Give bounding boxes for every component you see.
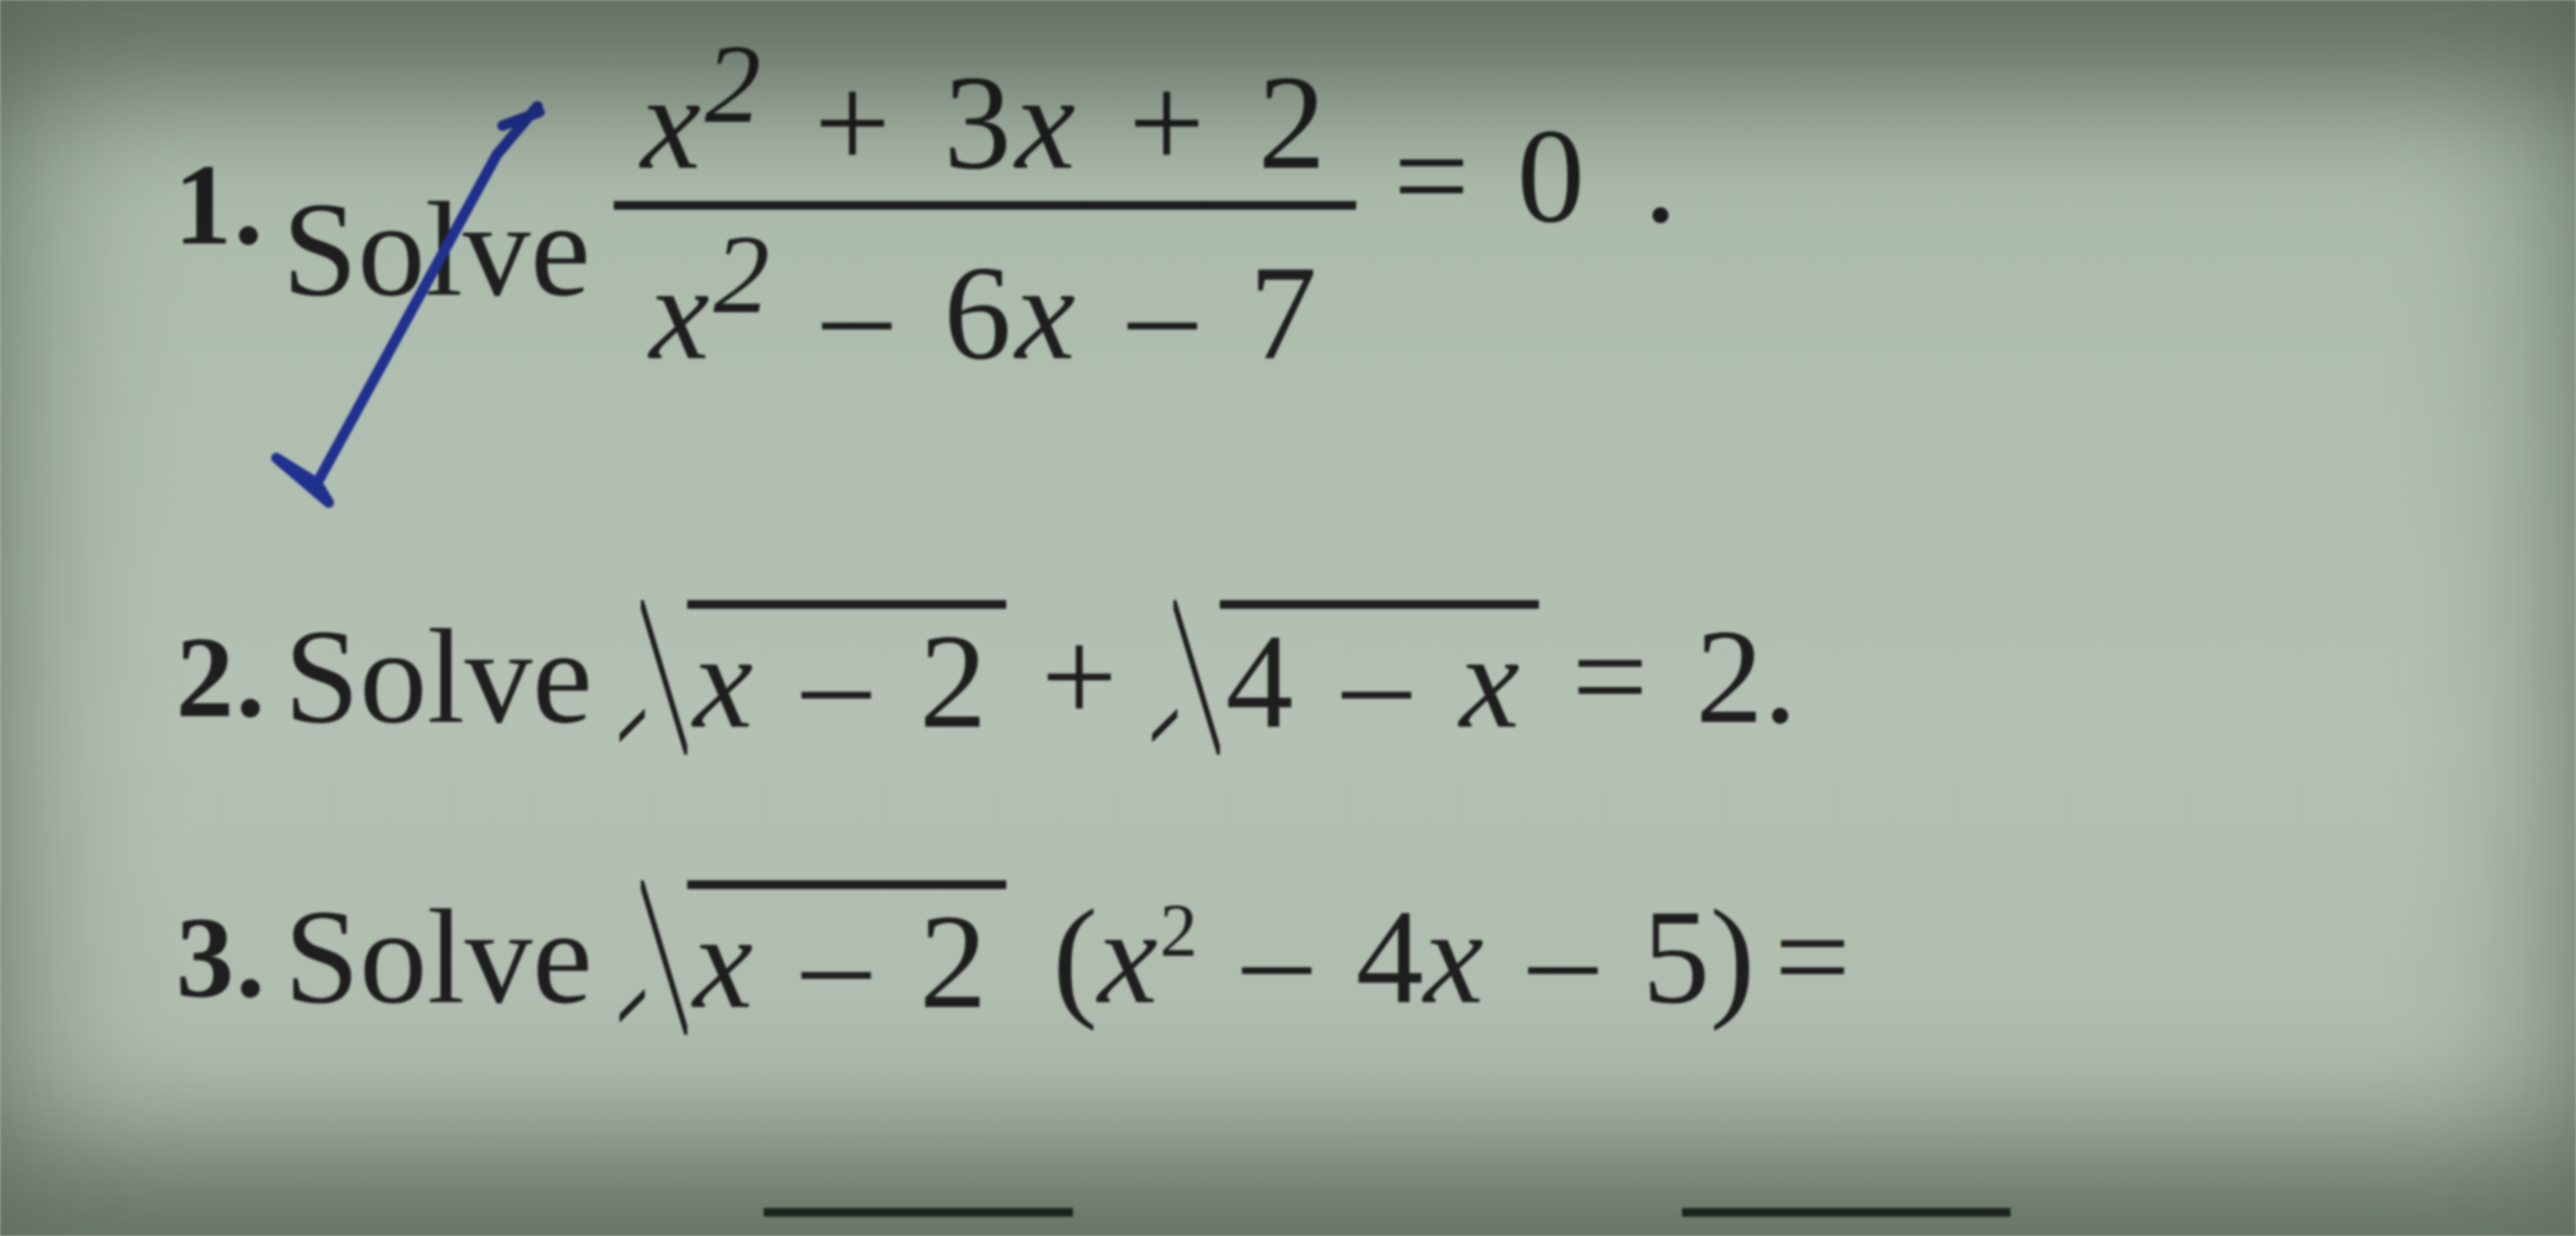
period: . [1643,101,1677,251]
paren-expr: (x2 – 4x – 5) [1053,879,1755,1035]
radical-icon [1152,600,1220,755]
equals-rhs: = 2. [1558,599,1797,755]
const-2: 2 [919,887,987,1037]
const-5: 5 [1642,882,1710,1032]
zero: 0 [1517,101,1584,251]
equals-trailing: = [1775,879,1851,1035]
problem-number: 3. [176,891,267,1024]
var-x: x [641,48,705,198]
problem-number: 2. [176,611,267,744]
const-7: 7 [1249,238,1320,388]
coef-6: 6 [943,238,1015,388]
radicand-2: 4 – x [1220,600,1539,755]
pen-arrow [259,93,588,561]
plus-op: + [1041,599,1117,755]
radicand: x – 2 [687,880,1006,1035]
var-x: x [1424,882,1484,1032]
fraction-bar [614,201,1357,210]
minus-op: – [1343,607,1410,757]
const-2: 2 [1695,602,1763,752]
var-x: x [693,887,753,1037]
radical-icon [620,600,687,755]
cropped-bar [1682,1208,2011,1217]
cropped-bar [764,1208,1073,1217]
minus-op: – [1529,882,1597,1032]
denominator: x2 – 6x – 7 [622,219,1348,382]
sqrt-1: x – 2 [620,600,1006,755]
const-2: 2 [1258,48,1329,198]
solve-word: Solve [284,599,593,755]
const-2: 2 [919,607,987,757]
problem-number: 1. [174,138,265,272]
var-x: x [1460,607,1520,757]
plus-op: + [814,48,894,198]
var-x: x [693,607,753,757]
coef-4: 4 [1356,882,1424,1032]
problem-2: 2. Solve x – 2 + 4 – x = 2. [176,599,1797,755]
minus-op: – [802,607,870,757]
period: . [1763,602,1797,752]
solve-word: Solve [284,879,593,1035]
minus-op: – [823,238,894,388]
exponent: 2 [705,22,765,147]
var-x: x [650,238,713,388]
minus-op: – [1128,238,1200,388]
page: 1. Solve x2 + 3x + 2 x2 – 6x – 7 = 0 . [0,0,2576,1236]
var-x: x [1015,48,1079,198]
equals-rhs: = 0 . [1379,99,1677,254]
arrow-tick [503,112,539,126]
coef-3: 3 [943,48,1015,198]
equals-sign: = [1572,602,1648,752]
var-x: x [1098,882,1158,1032]
close-paren: ) [1710,882,1755,1032]
radicand-1: x – 2 [687,600,1006,755]
arrow-path [276,106,537,503]
sqrt-2: 4 – x [1152,600,1539,755]
minus-op: – [1243,882,1311,1032]
problem-3: 3. Solve x – 2 (x2 – 4x – 5) = [176,879,1865,1035]
fraction: x2 + 3x + 2 x2 – 6x – 7 [614,29,1357,381]
var-x: x [1015,238,1079,388]
sqrt: x – 2 [620,880,1006,1035]
plus-op: + [1128,48,1208,198]
open-paren: ( [1053,882,1098,1032]
minus-op: – [802,887,870,1037]
const-4: 4 [1226,607,1293,757]
numerator: x2 + 3x + 2 [614,29,1357,191]
equals-sign: = [1393,101,1469,251]
exponent: 2 [713,213,773,337]
radical-icon [620,880,687,1035]
exponent: 2 [1160,888,1198,972]
